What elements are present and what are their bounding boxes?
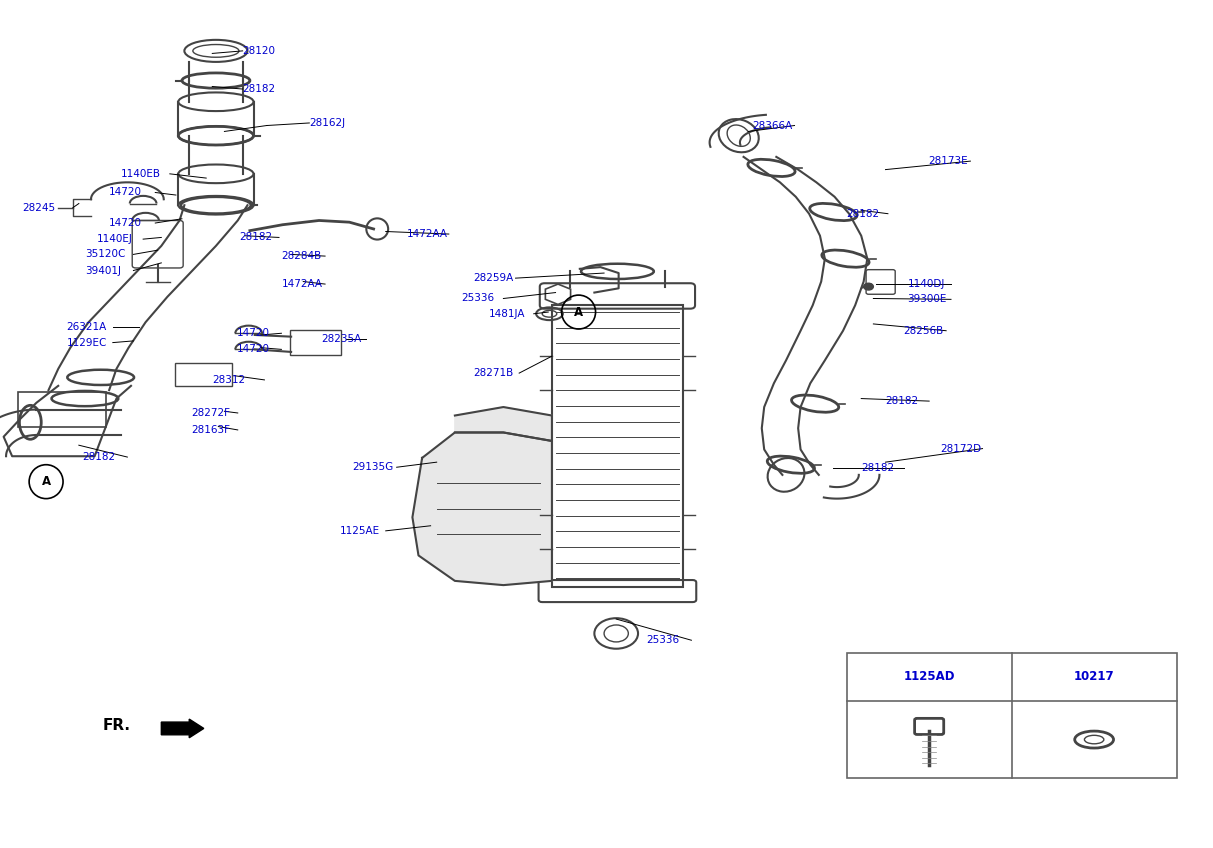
- Text: 28172D: 28172D: [940, 444, 981, 454]
- Text: 1481JA: 1481JA: [489, 309, 525, 319]
- Text: 29135G: 29135G: [352, 462, 393, 472]
- Bar: [847, 653, 1177, 778]
- Text: 14720: 14720: [237, 328, 269, 338]
- Text: 28182: 28182: [847, 209, 879, 219]
- Text: 14720: 14720: [109, 187, 142, 198]
- Polygon shape: [455, 407, 552, 441]
- Text: 1125AE: 1125AE: [340, 526, 380, 536]
- Text: A: A: [41, 475, 51, 488]
- Text: 28182: 28182: [239, 232, 272, 243]
- Text: 28163F: 28163F: [192, 425, 230, 435]
- Text: 28235A: 28235A: [321, 334, 361, 344]
- Text: 14720: 14720: [109, 218, 142, 228]
- Text: 1140EJ: 1140EJ: [97, 234, 133, 244]
- Text: 25336: 25336: [647, 635, 679, 645]
- Text: 28120: 28120: [243, 46, 275, 56]
- Text: 28272F: 28272F: [192, 408, 230, 418]
- Text: 26321A: 26321A: [67, 322, 107, 332]
- Text: 28256B: 28256B: [904, 326, 944, 336]
- Polygon shape: [412, 432, 552, 585]
- Text: 28259A: 28259A: [473, 273, 513, 283]
- Text: 25336: 25336: [461, 293, 494, 304]
- Text: 28162J: 28162J: [309, 118, 346, 128]
- Circle shape: [864, 283, 873, 290]
- Text: 28182: 28182: [82, 452, 115, 462]
- Text: 28271B: 28271B: [473, 368, 513, 378]
- Text: 1472AA: 1472AA: [281, 279, 323, 289]
- Text: FR.: FR.: [103, 717, 131, 733]
- Text: 28312: 28312: [212, 375, 245, 385]
- Text: 39401J: 39401J: [85, 265, 121, 276]
- Text: 10217: 10217: [1074, 670, 1115, 683]
- Text: 1125AD: 1125AD: [904, 670, 955, 683]
- Text: 1129EC: 1129EC: [67, 338, 107, 348]
- Text: A: A: [574, 305, 583, 319]
- Text: 28182: 28182: [885, 396, 918, 406]
- FancyArrow shape: [161, 719, 204, 738]
- Text: 28182: 28182: [861, 463, 894, 473]
- Text: 14720: 14720: [237, 344, 269, 354]
- Text: 35120C: 35120C: [85, 249, 125, 259]
- Bar: [552, 305, 683, 587]
- Text: 28245: 28245: [22, 203, 55, 213]
- Text: 28366A: 28366A: [752, 120, 792, 131]
- Text: 1472AA: 1472AA: [406, 229, 448, 239]
- Text: 28284B: 28284B: [281, 251, 321, 261]
- Text: 39300E: 39300E: [907, 294, 946, 304]
- Text: 28182: 28182: [243, 84, 275, 94]
- Text: 28173E: 28173E: [928, 156, 968, 166]
- Text: 1140EB: 1140EB: [121, 169, 161, 179]
- Text: 1140DJ: 1140DJ: [907, 279, 945, 289]
